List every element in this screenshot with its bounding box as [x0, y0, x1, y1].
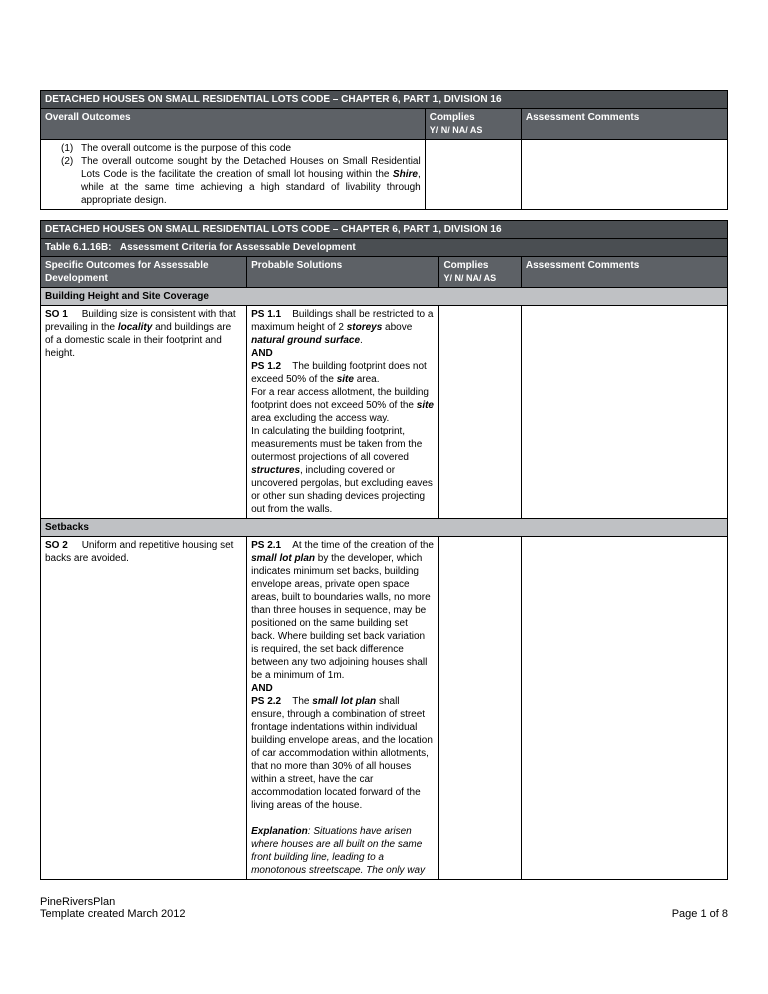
complies-cell[interactable] [425, 140, 521, 210]
ps-label: PS 2.1 [251, 540, 281, 551]
footer-left2: Template created March 2012 [40, 908, 186, 920]
term-site: site [337, 374, 354, 385]
so2-cell: SO 2 Uniform and repetitive housing set … [41, 537, 247, 880]
term-locality: locality [118, 322, 152, 333]
page-content: DETACHED HOUSES ON SMALL RESIDENTIAL LOT… [0, 0, 768, 950]
page-footer: PineRiversPlan Template created March 20… [40, 890, 728, 920]
so-label: SO 1 [45, 309, 68, 320]
complies-label: Complies [430, 112, 475, 123]
ps-label: PS 1.1 [251, 309, 281, 320]
section-setbacks: Setbacks [41, 519, 728, 537]
table1-title: DETACHED HOUSES ON SMALL RESIDENTIAL LOT… [41, 91, 728, 109]
col3-header: Complies Y/ N/ NA/ AS [439, 257, 521, 288]
ps-text: For a rear access allotment, the buildin… [251, 387, 429, 411]
comments-cell[interactable] [521, 140, 727, 210]
table1-comments-header: Assessment Comments [521, 109, 727, 140]
col1-header: Specific Outcomes for Assessable Develop… [41, 257, 247, 288]
overall-outcomes-cell: (1)The overall outcome is the purpose of… [41, 140, 426, 210]
col4-header: Assessment Comments [521, 257, 727, 288]
complies-cell[interactable] [439, 306, 521, 519]
so-text: Uniform and repetitive housing set backs… [45, 540, 233, 564]
item-text: The overall outcome sought by the Detach… [81, 156, 421, 180]
so1-cell: SO 1 Building size is consistent with th… [41, 306, 247, 519]
ps-text: area. [354, 374, 380, 385]
table2-title: DETACHED HOUSES ON SMALL RESIDENTIAL LOT… [41, 221, 728, 239]
table-row: (1)The overall outcome is the purpose of… [41, 140, 728, 210]
ps-text: area excluding the access way. [251, 413, 389, 424]
footer-left1: PineRiversPlan [40, 896, 115, 908]
term-shire: Shire [393, 169, 418, 180]
ps1-cell: PS 1.1 Buildings shall be restricted to … [247, 306, 439, 519]
term-small-lot-plan: small lot plan [312, 696, 376, 707]
ps2-cell: PS 2.1 At the time of the creation of th… [247, 537, 439, 880]
term-storeys: storeys [347, 322, 383, 333]
col2-header: Probable Solutions [247, 257, 439, 288]
table2-subtitle: Table 6.1.16B: Assessment Criteria for A… [41, 239, 728, 257]
term-site: site [417, 400, 434, 411]
comments-cell[interactable] [521, 306, 727, 519]
ps-text: The [292, 696, 312, 707]
ps-text: shall ensure, through a combination of s… [251, 696, 433, 811]
ps-text: above [382, 322, 412, 333]
section-building-height: Building Height and Site Coverage [41, 288, 728, 306]
table1-subtitle: Overall Outcomes [41, 109, 426, 140]
ps-text: At the time of the creation of the [292, 540, 434, 551]
table-overall-outcomes: DETACHED HOUSES ON SMALL RESIDENTIAL LOT… [40, 90, 728, 210]
footer-right: Page 1 of 8 [672, 908, 728, 920]
table1-complies-header: Complies Y/ N/ NA/ AS [425, 109, 521, 140]
complies-sub: Y/ N/ NA/ AS [430, 125, 483, 135]
item-text: The overall outcome is the purpose of th… [81, 143, 291, 154]
ps-label: PS 1.2 [251, 361, 281, 372]
complies-label: Complies [443, 260, 488, 271]
and-label: AND [251, 348, 273, 359]
table-row: SO 1 Building size is consistent with th… [41, 306, 728, 519]
ps-label: PS 2.2 [251, 696, 281, 707]
subtitle-b: Assessment Criteria for Assessable Devel… [120, 242, 356, 253]
complies-sub: Y/ N/ NA/ AS [443, 273, 496, 283]
term-structures: structures [251, 465, 300, 476]
comments-cell[interactable] [521, 537, 727, 880]
complies-cell[interactable] [439, 537, 521, 880]
footer-left: PineRiversPlan Template created March 20… [40, 896, 186, 920]
table-row: SO 2 Uniform and repetitive housing set … [41, 537, 728, 880]
term-small-lot-plan: small lot plan [251, 553, 315, 564]
subtitle-a: Table 6.1.16B: [45, 242, 112, 253]
term-ngs: natural ground surface [251, 335, 360, 346]
ps-text: . [360, 335, 363, 346]
ps-text: In calculating the building footprint, m… [251, 426, 422, 463]
ps-text: by the developer, which indicates minimu… [251, 553, 431, 681]
and-label: AND [251, 683, 273, 694]
item-num: (2) [61, 155, 81, 168]
item-num: (1) [61, 142, 81, 155]
explanation-label: Explanation [251, 826, 308, 837]
table-assessment-criteria: DETACHED HOUSES ON SMALL RESIDENTIAL LOT… [40, 220, 728, 880]
so-label: SO 2 [45, 540, 68, 551]
